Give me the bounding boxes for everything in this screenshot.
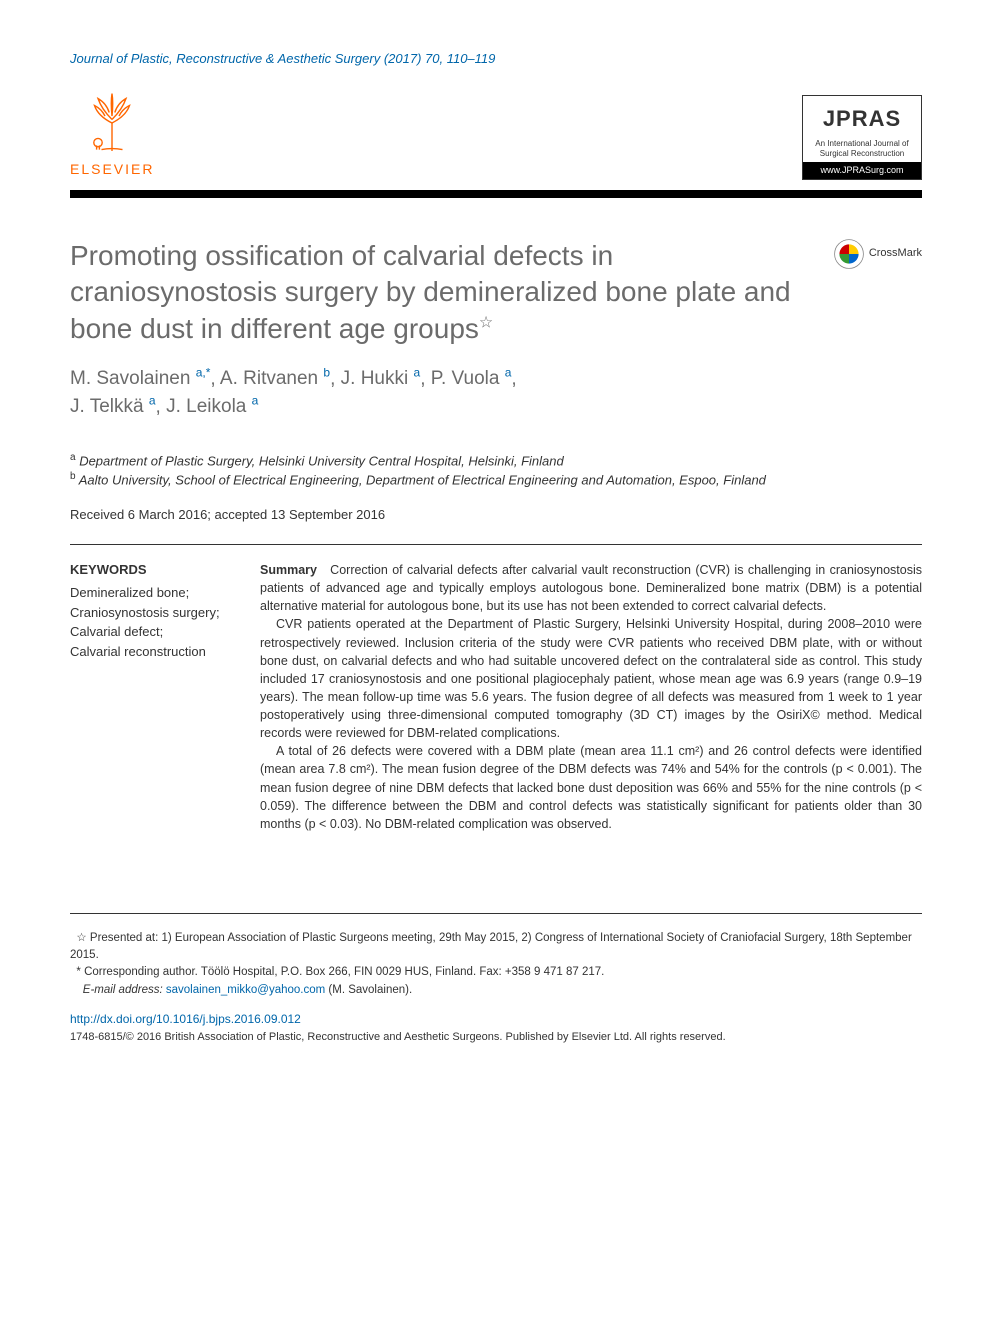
copyright-text: 1748-6815/© 2016 British Association of … [70, 1030, 922, 1045]
footnote-email: E-mail address: savolainen_mikko@yahoo.c… [70, 982, 922, 999]
keywords-list: Demineralized bone; Craniosynostosis sur… [70, 583, 230, 661]
crossmark-badge[interactable]: CrossMark [833, 238, 922, 270]
summary-p3: A total of 26 defects were covered with … [260, 742, 922, 833]
author: J. Telkkä a [70, 396, 156, 417]
crossmark-icon [833, 238, 865, 270]
jpras-subtitle: An International Journal of Surgical Rec… [813, 139, 911, 158]
footnote-corresponding: * Corresponding author. Töölö Hospital, … [70, 964, 922, 981]
footnote-presented: ☆ Presented at: 1) European Association … [70, 930, 922, 965]
jpras-url: www.JPRASurg.com [803, 162, 921, 179]
title-row: Promoting ossification of calvarial defe… [70, 238, 922, 347]
elsevier-logo[interactable]: ELSEVIER [70, 88, 154, 180]
jpras-logo[interactable]: JPRAS An International Journal of Surgic… [802, 95, 922, 180]
title-footnote-marker: ☆ [479, 314, 493, 331]
elsevier-text: ELSEVIER [70, 160, 154, 180]
crossmark-label: CrossMark [869, 246, 922, 261]
author: J. Hukki a [341, 368, 421, 389]
affiliations: a Department of Plastic Surgery, Helsink… [70, 451, 922, 490]
author: M. Savolainen a,* [70, 368, 210, 389]
article-title: Promoting ossification of calvarial defe… [70, 238, 833, 347]
email-link[interactable]: savolainen_mikko@yahoo.com [166, 984, 325, 996]
summary-column: Summary Correction of calvarial defects … [260, 561, 922, 833]
affiliation-a: a Department of Plastic Surgery, Helsink… [70, 451, 922, 471]
article-dates: Received 6 March 2016; accepted 13 Septe… [70, 506, 922, 524]
author: J. Leikola a [166, 396, 258, 417]
logo-row: ELSEVIER JPRAS An International Journal … [70, 88, 922, 180]
summary-p2: CVR patients operated at the Department … [260, 615, 922, 742]
summary-p1: Summary Correction of calvarial defects … [260, 561, 922, 615]
content-row: KEYWORDS Demineralized bone; Craniosynos… [70, 561, 922, 833]
divider-bar [70, 190, 922, 198]
author: A. Ritvanen b [220, 368, 330, 389]
affiliation-b: b Aalto University, School of Electrical… [70, 470, 922, 490]
footnotes: ☆ Presented at: 1) European Association … [70, 930, 922, 999]
footnote-divider [70, 913, 922, 914]
keywords-heading: KEYWORDS [70, 561, 230, 579]
authors-list: M. Savolainen a,*, A. Ritvanen b, J. Huk… [70, 365, 922, 421]
title-text: Promoting ossification of calvarial defe… [70, 240, 791, 344]
author: P. Vuola a [431, 368, 512, 389]
section-divider [70, 544, 922, 545]
doi-link[interactable]: http://dx.doi.org/10.1016/j.bjps.2016.09… [70, 1011, 922, 1028]
journal-header: Journal of Plastic, Reconstructive & Aes… [70, 50, 922, 68]
jpras-title: JPRAS [813, 104, 911, 135]
keywords-column: KEYWORDS Demineralized bone; Craniosynos… [70, 561, 230, 833]
elsevier-tree-icon [77, 88, 147, 158]
